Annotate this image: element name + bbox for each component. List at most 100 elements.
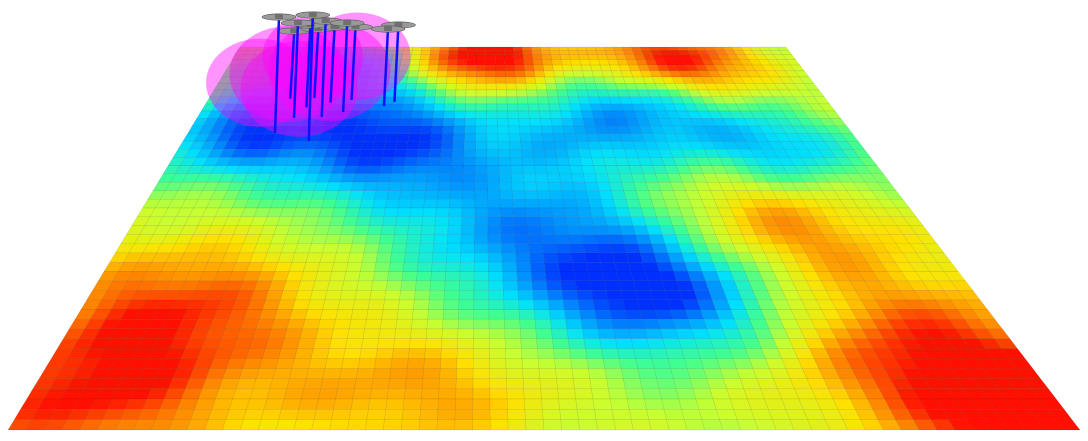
- heatmap-cell: [597, 133, 611, 142]
- heatmap-cell: [389, 368, 408, 379]
- heatmap-cell: [404, 89, 416, 98]
- heatmap-cell: [328, 173, 344, 183]
- heatmap-cell: [613, 328, 632, 339]
- heatmap-cell: [531, 54, 543, 60]
- heatmap-cell: [566, 225, 583, 235]
- heatmap-cell: [577, 299, 595, 310]
- heatmap-cell: [572, 378, 592, 389]
- heatmap-cell: [283, 388, 304, 400]
- drone-icon[interactable]: [329, 19, 365, 27]
- heatmap-cell: [649, 348, 669, 359]
- heatmap-cell: [630, 271, 648, 282]
- heatmap-cell: [460, 243, 475, 254]
- heatmap-cell: [428, 299, 445, 310]
- heatmap-cell: [560, 181, 575, 191]
- heatmap-cell: [576, 46, 587, 51]
- heatmap-cell: [430, 271, 446, 282]
- heatmap-cell: [541, 133, 555, 142]
- heatmap-cell: [448, 46, 459, 51]
- heatmap-cell: [637, 299, 656, 310]
- heatmap-cell: [463, 149, 476, 158]
- heatmap-cell: [558, 398, 578, 410]
- heatmap-cell: [472, 358, 490, 369]
- heatmap-cell: [586, 133, 600, 142]
- drone-icon[interactable]: [280, 19, 316, 27]
- heatmap-cell: [494, 54, 505, 60]
- heatmap-cell: [424, 89, 437, 98]
- heatmap-cell: [452, 141, 465, 150]
- heatmap-cell: [371, 378, 390, 389]
- heatmap-cell: [513, 50, 524, 55]
- heatmap-cell: [379, 234, 395, 245]
- heatmap-cell: [366, 409, 387, 420]
- heatmap-cell: [551, 207, 566, 218]
- heatmap-cell: [386, 190, 401, 200]
- heatmap-cell: [498, 149, 511, 158]
- heatmap-cell: [347, 252, 365, 263]
- heatmap-cell: [520, 141, 533, 150]
- heatmap-cell: [302, 319, 321, 330]
- heatmap-cell: [503, 309, 520, 320]
- heatmap-cell: [593, 165, 608, 175]
- heatmap-cell: [421, 110, 434, 119]
- heatmap-cell: [323, 190, 340, 200]
- heatmap-cell: [487, 199, 501, 209]
- heatmap-cell: [439, 50, 450, 55]
- heatmap-cell: [466, 50, 477, 55]
- drone-icon[interactable]: [295, 11, 331, 19]
- heatmap-cell: [474, 225, 489, 235]
- heatmap-cell: [356, 280, 374, 291]
- heatmap-cell: [440, 149, 453, 158]
- heatmap-cell: [396, 309, 414, 320]
- heatmap-cell: [408, 125, 422, 134]
- heatmap-cell: [523, 181, 538, 191]
- drone-icon[interactable]: [261, 13, 297, 21]
- heatmap-cell: [348, 319, 367, 330]
- heatmap-cell: [485, 46, 496, 51]
- heatmap-cell: [475, 165, 488, 175]
- heatmap-cell: [564, 76, 576, 84]
- heatmap-cell: [472, 398, 491, 410]
- heatmap-cell: [387, 271, 404, 282]
- heatmap-cell: [529, 252, 545, 263]
- heatmap-cell: [337, 299, 356, 310]
- heatmap-cell: [436, 76, 448, 84]
- drone-icon[interactable]: [370, 25, 406, 33]
- heatmap-cell: [535, 173, 549, 183]
- heatmap-cell: [513, 54, 524, 60]
- heatmap-cell: [592, 398, 613, 410]
- heatmap-cell: [515, 252, 531, 263]
- heatmap-cell: [617, 216, 634, 226]
- heatmap-cell: [291, 252, 309, 263]
- heatmap-cell: [445, 262, 461, 272]
- heatmap-cell: [576, 89, 589, 98]
- heatmap-cell: [505, 348, 523, 359]
- heatmap-cell: [553, 348, 571, 359]
- heatmap-cell: [502, 271, 518, 282]
- heatmap-cell: [498, 165, 512, 175]
- heatmap-cell: [570, 110, 584, 119]
- heatmap-cell: [587, 271, 605, 282]
- heatmap-cell: [488, 290, 504, 301]
- heatmap-cell: [571, 368, 591, 379]
- heatmap-cell: [595, 419, 616, 431]
- heatmap-cell: [295, 290, 313, 301]
- heatmap-cell: [473, 348, 490, 359]
- heatmap-cell: [586, 190, 602, 200]
- heatmap-cell: [555, 83, 568, 91]
- heatmap-cell: [606, 378, 626, 389]
- heatmap-cell: [255, 368, 276, 379]
- heatmap-cell: [487, 216, 502, 226]
- heatmap-cell: [488, 271, 504, 282]
- heatmap-cell: [341, 358, 360, 369]
- heatmap-cell: [514, 64, 525, 72]
- heatmap-cell: [431, 262, 447, 272]
- heatmap-cell: [415, 280, 432, 291]
- drone-mast: [307, 14, 315, 142]
- heatmap-cell: [565, 83, 578, 91]
- heatmap-cell: [308, 243, 326, 254]
- heatmap-cell: [542, 409, 562, 420]
- heatmap-cell: [313, 409, 334, 420]
